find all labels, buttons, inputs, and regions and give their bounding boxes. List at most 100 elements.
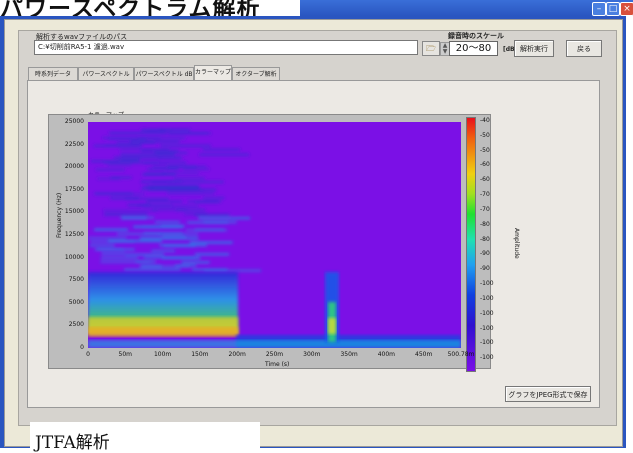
spectrogram[interactable] xyxy=(88,122,461,348)
y-tick-label: 2500 xyxy=(68,321,84,329)
colorbar-tick-label: -50 xyxy=(480,146,490,154)
spectrogram-streak xyxy=(142,161,187,164)
spectrogram-streak xyxy=(88,237,127,239)
spectrogram-streak xyxy=(187,221,229,224)
x-tick-label: 300m xyxy=(303,351,321,358)
spectrogram-streak xyxy=(175,209,206,211)
y-tick-label: 5000 xyxy=(68,298,84,306)
spectrogram-streak xyxy=(119,148,170,151)
x-axis-title: Time (s) xyxy=(265,361,290,368)
spectrogram-streak xyxy=(189,241,233,244)
spectrogram-streak xyxy=(142,173,176,176)
spectrogram-streak xyxy=(161,256,201,259)
spectrogram-streak xyxy=(93,144,141,147)
spectrogram-streak xyxy=(108,240,162,242)
spectrogram-streak xyxy=(202,148,241,151)
spectrogram-streak xyxy=(125,253,164,256)
spectrogram-streak xyxy=(90,240,135,243)
spectrogram-streak xyxy=(153,186,199,188)
maximize-button[interactable]: □ xyxy=(606,2,620,16)
spectrogram-streak xyxy=(147,168,179,171)
spectrogram-streak xyxy=(160,144,211,147)
spectrogram-streak xyxy=(103,209,158,212)
colorbar-tick-label: -70 xyxy=(480,205,490,213)
colorbar-tick-label: -90 xyxy=(480,250,490,258)
scale-value[interactable]: 20～80 xyxy=(449,41,498,56)
spectrogram-streak xyxy=(108,138,147,140)
spectrogram-streak xyxy=(102,136,161,139)
spectrogram-streak xyxy=(103,161,159,164)
spectrogram-streak xyxy=(158,128,191,131)
save-jpeg-button[interactable]: グラフをJPEG形式で保存 xyxy=(505,386,591,402)
y-axis-title: Frequency (Hz) xyxy=(56,192,63,238)
x-tick-label: 0 xyxy=(86,351,90,358)
spectrogram-streak xyxy=(136,204,173,207)
colorbar-tick-label: -100 xyxy=(480,309,494,317)
spectrogram-streak xyxy=(195,201,219,204)
file-path-input[interactable]: C:¥切削前RA5-1 濾過.wav xyxy=(34,40,418,55)
spectrogram-streak xyxy=(94,228,128,231)
spectrogram-streak xyxy=(162,236,186,239)
spectrogram-streak xyxy=(121,217,147,220)
spectrogram-streak xyxy=(159,244,207,247)
spectrogram-streak xyxy=(158,233,199,236)
title-banner: パワースペクトラム解析 xyxy=(0,0,300,16)
x-tick-label: 450m xyxy=(415,351,433,358)
folder-icon[interactable]: 🗁 xyxy=(422,41,440,56)
x-tick-label: 100m xyxy=(153,351,172,358)
analyze-button[interactable]: 解析実行 xyxy=(514,40,554,57)
colorbar-tick-label: -70 xyxy=(480,191,490,199)
spectrogram-streak xyxy=(89,244,115,247)
spectrogram-streak xyxy=(194,213,230,216)
spectrogram-streak xyxy=(130,140,154,143)
spectrogram-streak xyxy=(139,237,199,240)
spectrogram-streak xyxy=(148,188,204,191)
spectrogram-streak xyxy=(113,156,162,159)
spectrogram-streak xyxy=(192,268,228,271)
y-tick-label: 0 xyxy=(80,344,84,351)
spectrogram-streak xyxy=(151,180,177,183)
spectrogram-streak xyxy=(124,268,181,271)
spectrogram-streak xyxy=(146,200,183,203)
spectrogram-streak xyxy=(109,132,167,135)
close-button[interactable]: × xyxy=(620,2,633,16)
spectrogram-streak xyxy=(198,217,250,220)
colorbar-tick-label: -80 xyxy=(480,220,490,228)
spectrogram-streak xyxy=(154,221,180,224)
spectrogram-streak xyxy=(116,141,156,144)
x-tick-label: 200m xyxy=(228,351,246,358)
tab-power-spectrum[interactable]: パワースペクトル xyxy=(78,67,134,80)
x-tick-label: 150m xyxy=(191,351,209,358)
back-button[interactable]: 戻る xyxy=(566,40,602,57)
spectrogram-streak xyxy=(181,261,210,264)
tab-color-map[interactable]: カラーマップ xyxy=(194,65,232,81)
colorbar-tick-label: -100 xyxy=(480,324,494,332)
y-tick-label: 12500 xyxy=(64,231,84,238)
spectrogram-streak xyxy=(184,212,208,215)
spectrogram-streak xyxy=(90,160,140,163)
scale-label: 録音時のスケール xyxy=(448,32,504,40)
spectrogram-streak xyxy=(152,208,187,211)
y-tick-label: 22500 xyxy=(64,140,84,148)
tab-power-spectrum-db[interactable]: パワースペクトル dB xyxy=(134,67,194,80)
spectrogram-streak xyxy=(167,192,215,195)
colorbar-tick-label: -60 xyxy=(480,176,490,184)
spectrogram-streak xyxy=(154,152,188,154)
spectrogram-streak xyxy=(199,153,250,156)
x-tick-label: 500.78m xyxy=(447,351,475,358)
tab-octave[interactable]: オクターブ解析 xyxy=(232,67,280,80)
colorbar-tick-label: -100 xyxy=(480,339,494,347)
tab-time-series[interactable]: 時系列データ xyxy=(28,67,78,80)
spectrogram-streak xyxy=(117,233,160,235)
title-bar: – □ × xyxy=(300,0,633,16)
minimize-button[interactable]: – xyxy=(592,2,606,16)
spectrogram-streak xyxy=(95,168,125,171)
x-tick-label: 350m xyxy=(340,351,358,358)
spectrogram-streak xyxy=(174,177,205,180)
spectrogram-streak xyxy=(141,129,165,131)
y-tick-label: 7500 xyxy=(68,276,84,284)
spectrogram-streak xyxy=(110,176,132,179)
y-tick-label: 20000 xyxy=(64,163,84,171)
spectrogram-streak xyxy=(152,165,207,168)
file-path-label: 解析するwavファイルのパス xyxy=(36,33,128,41)
